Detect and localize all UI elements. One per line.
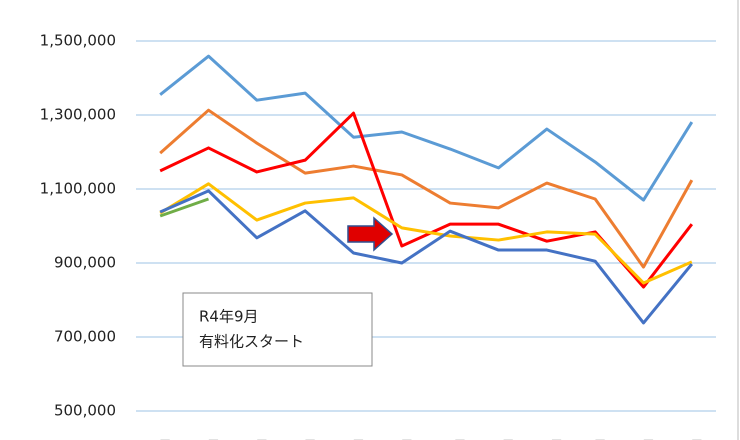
x-tick-label: 2月 bbox=[631, 438, 656, 440]
x-tick-label: 12月 bbox=[530, 438, 564, 440]
x-tick-label: 3月 bbox=[680, 438, 705, 440]
series-line bbox=[159, 189, 693, 325]
x-tick-label: 1月 bbox=[583, 438, 608, 440]
series-line bbox=[159, 182, 693, 285]
annotation-text: 有料化スタート bbox=[199, 333, 304, 351]
x-tick-label: 9月 bbox=[390, 438, 415, 440]
x-tick-label: 10月 bbox=[433, 438, 467, 440]
arrow bbox=[347, 216, 394, 252]
x-tick-label: 6月 bbox=[245, 438, 270, 440]
series-line bbox=[159, 108, 694, 269]
y-tick-label: 1,300,000 bbox=[40, 106, 116, 124]
x-tick-label: 8月 bbox=[341, 438, 366, 440]
annotation-box bbox=[182, 292, 373, 367]
x-tick-label: 7月 bbox=[293, 438, 318, 440]
series-line bbox=[159, 197, 209, 218]
y-tick-label: 500,000 bbox=[54, 402, 116, 420]
y-tick-label: 900,000 bbox=[54, 254, 116, 272]
annotation-text: R4年9月 bbox=[199, 308, 259, 326]
series-line bbox=[159, 54, 694, 202]
x-tick-label: 4月 bbox=[148, 438, 173, 440]
x-tick-label: 5月 bbox=[196, 438, 221, 440]
x-tick-label: 11月 bbox=[481, 438, 515, 440]
y-tick-label: 700,000 bbox=[54, 328, 116, 346]
y-tick-label: 1,100,000 bbox=[40, 180, 116, 198]
y-tick-label: 1,500,000 bbox=[40, 32, 116, 50]
